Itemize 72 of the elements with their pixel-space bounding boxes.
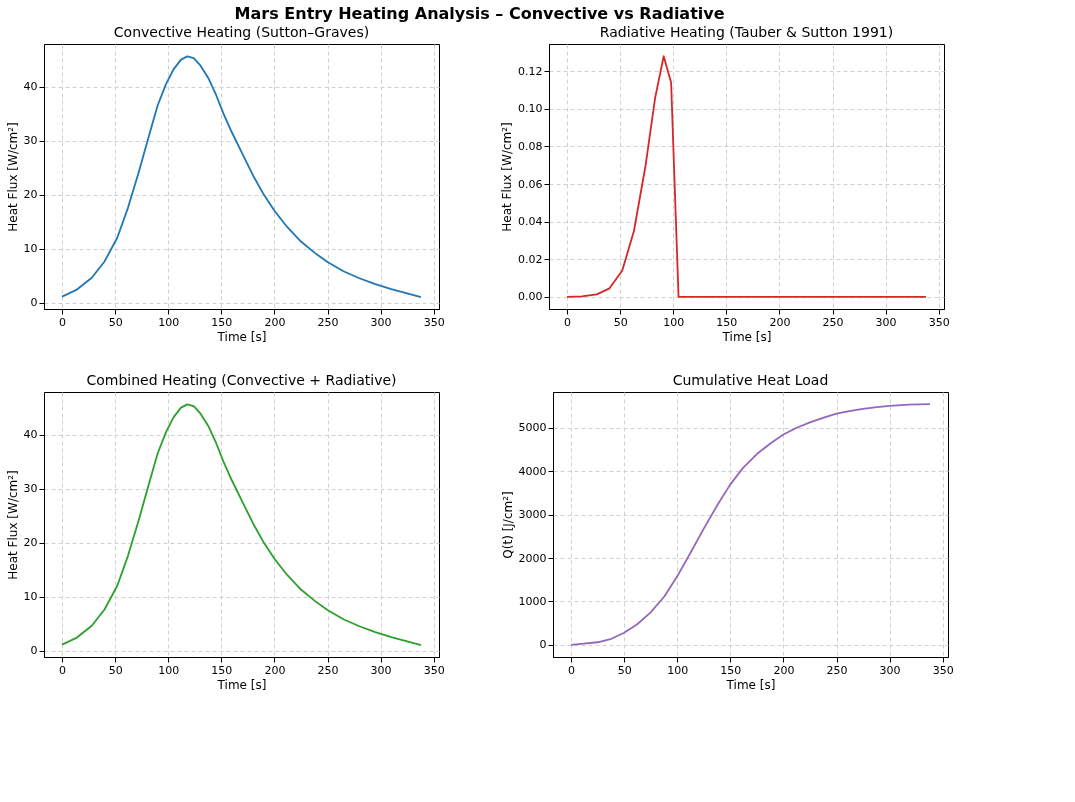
x-tick-label: 200 xyxy=(773,663,795,677)
x-tick-label: 300 xyxy=(370,315,392,329)
y-axis-title: Heat Flux [W/cm²] xyxy=(5,122,20,232)
y-tick-label: 0 xyxy=(30,644,38,658)
x-tick-label: 100 xyxy=(663,315,685,329)
x-tick-label: 350 xyxy=(932,663,954,677)
y-tick-label: 4000 xyxy=(518,464,547,478)
x-tick-label: 300 xyxy=(879,663,901,677)
y-tick-label: 30 xyxy=(23,482,38,496)
y-tick-label: 1000 xyxy=(518,594,547,608)
x-tick-label: 50 xyxy=(613,315,628,329)
text: Mars Entry Heating Analysis – Convective vs Radiative xyxy=(234,3,725,23)
x-tick-label: 150 xyxy=(211,663,233,677)
y-tick-label: 0.00 xyxy=(518,290,543,304)
y-tick-label: 0.10 xyxy=(518,102,543,116)
x-tick-label: 150 xyxy=(720,663,742,677)
y-tick-label: 0.08 xyxy=(518,139,543,153)
x-tick-label: 150 xyxy=(211,315,233,329)
line-series xyxy=(61,55,422,299)
chart-title: Cumulative Heat Load xyxy=(672,372,829,388)
x-tick-label: 0 xyxy=(568,663,576,677)
x-tick-label: 100 xyxy=(158,315,180,329)
y-tick-label: 20 xyxy=(23,536,38,550)
y-tick-label: 5000 xyxy=(518,421,547,435)
x-tick-label: 100 xyxy=(158,663,180,677)
x-tick-label: 200 xyxy=(264,663,286,677)
x-tick-label: 150 xyxy=(716,315,738,329)
y-tick-label: 0.02 xyxy=(518,252,543,266)
y-tick-label: 3000 xyxy=(518,508,547,522)
chart-title: Convective Heating (Sutton–Graves) xyxy=(113,24,370,40)
x-tick-label: 0 xyxy=(59,315,67,329)
y-tick-label: 0.06 xyxy=(518,177,543,191)
chart-title: Combined Heating (Convective + Radiative) xyxy=(86,372,397,388)
x-tick-label: 300 xyxy=(875,315,897,329)
x-axis-title: Time [s] xyxy=(216,677,267,692)
x-tick-label: 350 xyxy=(928,315,950,329)
y-axis-title: Q(t) [J/cm²] xyxy=(500,491,515,559)
x-tick-label: 250 xyxy=(317,315,339,329)
chart-title: Radiative Heating (Tauber & Sutton 1991) xyxy=(599,24,894,40)
y-tick-label: 2000 xyxy=(518,551,547,565)
x-tick-label: 350 xyxy=(423,315,445,329)
line-series xyxy=(570,403,931,646)
y-axis-title: Heat Flux [W/cm²] xyxy=(5,470,20,580)
x-tick-label: 100 xyxy=(667,663,689,677)
y-tick-label: 10 xyxy=(23,590,38,604)
x-tick-label: 0 xyxy=(564,315,572,329)
y-tick-label: 10 xyxy=(23,242,38,256)
y-tick-label: 0.04 xyxy=(518,215,543,229)
y-tick-label: 40 xyxy=(23,80,38,94)
y-tick-label: 40 xyxy=(23,428,38,442)
x-tick-label: 200 xyxy=(769,315,791,329)
y-tick-label: 20 xyxy=(23,188,38,202)
x-axis-title: Time [s] xyxy=(725,677,776,692)
x-tick-label: 50 xyxy=(108,663,123,677)
x-tick-label: 50 xyxy=(108,315,123,329)
x-tick-label: 200 xyxy=(264,315,286,329)
x-tick-label: 300 xyxy=(370,663,392,677)
x-tick-label: 250 xyxy=(822,315,844,329)
x-tick-label: 250 xyxy=(826,663,848,677)
y-tick-label: 0 xyxy=(539,638,547,652)
x-tick-label: 250 xyxy=(317,663,339,677)
line-series xyxy=(61,403,422,647)
y-axis-title: Heat Flux [W/cm²] xyxy=(500,122,515,232)
y-tick-label: 0 xyxy=(30,296,38,310)
x-axis-title: Time [s] xyxy=(216,329,267,344)
x-tick-label: 50 xyxy=(617,663,632,677)
x-tick-label: 350 xyxy=(423,663,445,677)
y-tick-label: 0.12 xyxy=(518,64,543,78)
x-axis-title: Time [s] xyxy=(721,329,772,344)
x-tick-label: 0 xyxy=(59,663,67,677)
line-series xyxy=(566,55,927,298)
y-tick-label: 30 xyxy=(23,134,38,148)
